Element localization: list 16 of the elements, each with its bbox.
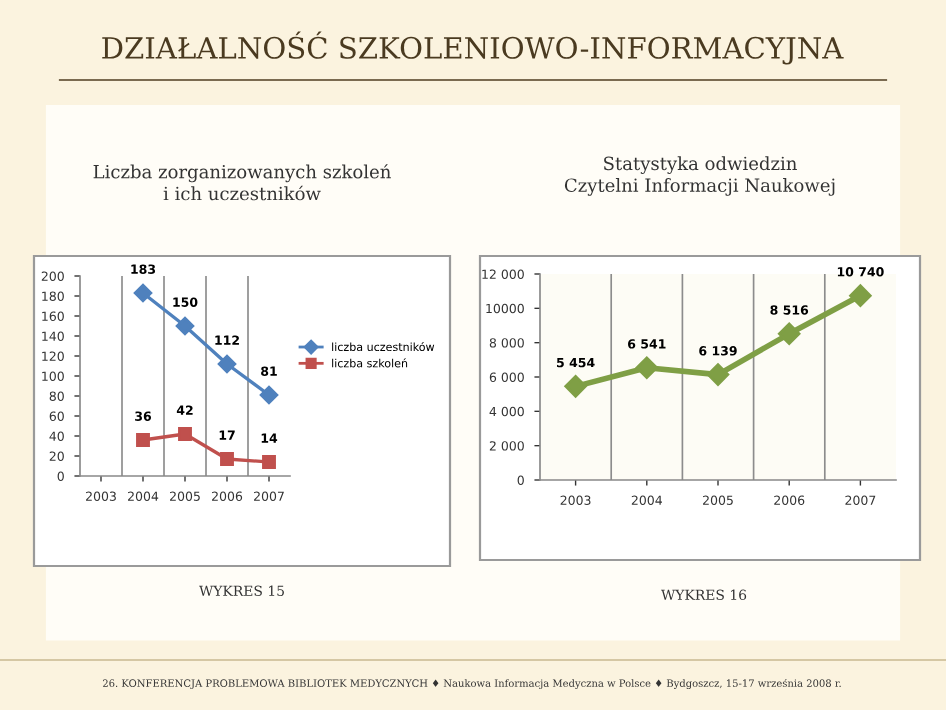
chart-title: Statystyka odwiedzin Czytelni Informacji Naukowej bbox=[564, 156, 835, 196]
point bbox=[635, 356, 659, 379]
point bbox=[178, 427, 192, 441]
chart-title: Liczba zorganizowanych szkoleń i ich uczestników bbox=[93, 164, 391, 201]
point bbox=[175, 316, 195, 336]
point bbox=[136, 433, 150, 447]
point bbox=[220, 452, 234, 466]
point bbox=[133, 283, 153, 303]
point bbox=[564, 375, 587, 398]
point bbox=[259, 385, 279, 405]
point bbox=[849, 284, 872, 307]
point bbox=[777, 322, 801, 346]
point bbox=[706, 363, 730, 386]
point bbox=[262, 455, 276, 469]
text: DZIAŁALNOŚĆ SZKOLENIOWO-INFORMACYJNA bbox=[102, 31, 844, 65]
point bbox=[217, 354, 237, 374]
